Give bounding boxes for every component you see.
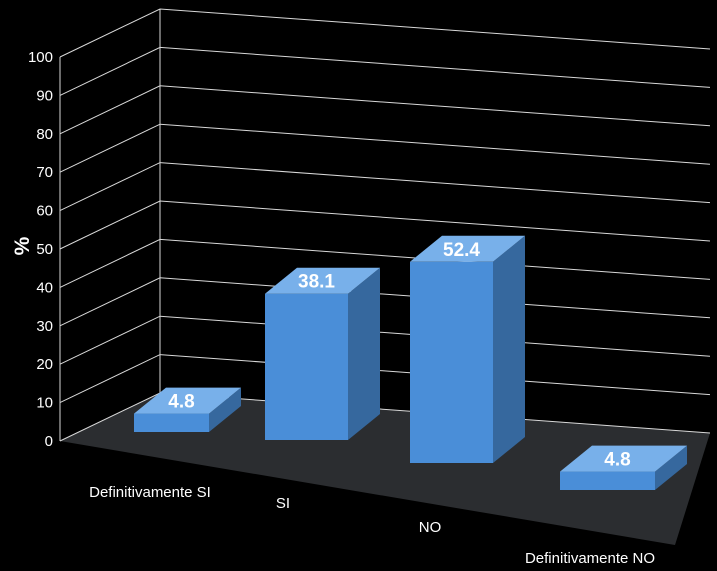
data-labels: 4.8 38.1 52.4 4.8 (168, 240, 630, 471)
y-tick-label: 30 (36, 318, 53, 335)
bar (410, 235, 525, 463)
bar-side (209, 387, 241, 432)
gridline (59, 8, 711, 58)
gridline (59, 123, 711, 173)
bar-top (265, 267, 380, 294)
y-axis-ticks: 0 10 20 30 40 50 60 70 80 90 100 (28, 49, 53, 450)
bar-front (410, 261, 493, 463)
bar-top (560, 445, 687, 472)
floor-plane (60, 393, 710, 545)
bar-top (410, 235, 525, 262)
y-tick-label: 70 (36, 164, 53, 181)
bar (265, 267, 380, 440)
gridline (59, 46, 711, 96)
bar-side (655, 445, 687, 490)
data-label: 38.1 (298, 272, 335, 293)
gridline (59, 315, 711, 365)
y-tick-label: 20 (36, 356, 53, 373)
bar-front (134, 413, 209, 432)
bar (134, 387, 241, 432)
y-tick-label: 0 (45, 433, 53, 450)
gridline (59, 277, 711, 327)
x-category-label: NO (419, 519, 442, 536)
y-tick-label: 40 (36, 279, 53, 296)
bar-front (560, 471, 655, 490)
y-tick-label: 100 (28, 49, 53, 66)
y-tick-label: 50 (36, 241, 53, 258)
bar-top (134, 387, 241, 414)
gridlines (59, 8, 711, 442)
bar (560, 445, 687, 490)
chart-floor (60, 393, 710, 545)
y-tick-label: 90 (36, 87, 53, 104)
y-tick-label: 60 (36, 203, 53, 220)
y-axis-label: % (11, 236, 34, 255)
x-category-label: Definitivamente NO (525, 550, 655, 567)
bars (134, 235, 687, 490)
y-tick-label: 10 (36, 395, 53, 412)
data-label: 4.8 (604, 450, 630, 471)
x-category-label: SI (276, 495, 290, 512)
bar-front (265, 293, 348, 440)
gridline (59, 238, 711, 288)
y-tick-label: 80 (36, 126, 53, 143)
data-label: 52.4 (443, 240, 480, 261)
data-label: 4.8 (168, 392, 194, 413)
bar-side (348, 267, 380, 440)
bar-side (493, 235, 525, 463)
gridline (59, 85, 711, 135)
x-category-label: Definitivamente SI (89, 484, 211, 501)
gridline (59, 162, 711, 212)
gridline (59, 200, 711, 250)
x-axis-categories: Definitivamente SI SI NO Definitivamente NO (89, 484, 655, 567)
